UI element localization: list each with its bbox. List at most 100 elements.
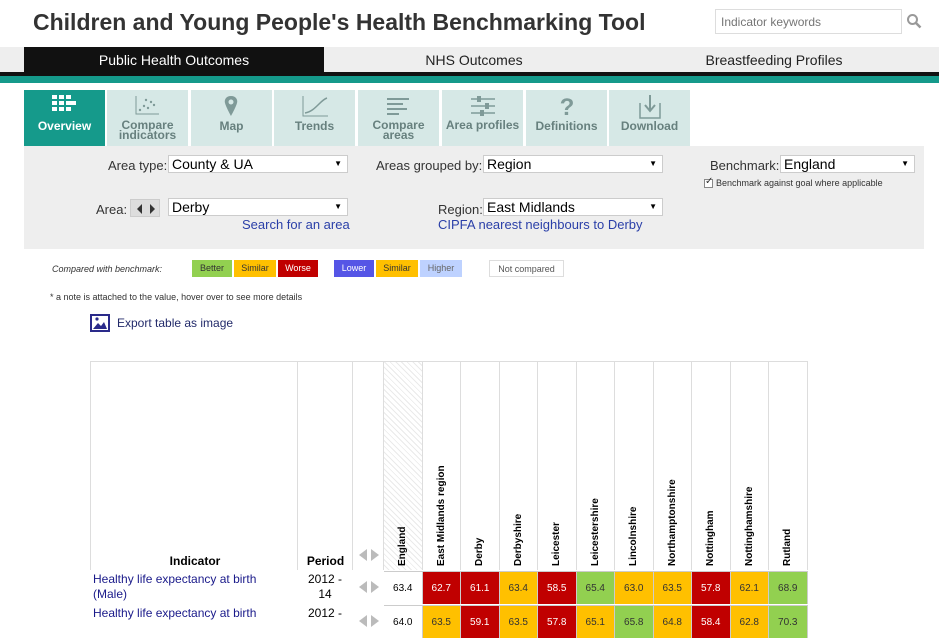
benchmark-goal-label: Benchmark against goal where applicable [716, 178, 883, 188]
benchmark-select[interactable]: England ▼ [780, 155, 915, 173]
area-type-label: Area type: [108, 158, 168, 173]
legend-worse: Worse [278, 260, 318, 277]
dropdown-arrow-icon: ▼ [649, 202, 657, 211]
tab-definitions[interactable]: ? Definitions [526, 90, 607, 146]
export-table-link[interactable]: Export table as image [117, 316, 234, 330]
value-cell[interactable]: 65.1 [576, 605, 615, 638]
tab-trends[interactable]: Trends [274, 90, 355, 146]
column-header[interactable]: Nottinghamshire [730, 361, 769, 570]
legend-label: Compared with benchmark: [52, 264, 163, 274]
download-icon [639, 95, 661, 119]
area-type-select[interactable]: County & UA ▼ [168, 155, 348, 173]
column-header[interactable]: Leicestershire [576, 361, 615, 570]
column-header[interactable]: Lincolnshire [615, 361, 654, 570]
value-cell[interactable]: 63.5 [499, 605, 538, 638]
column-header[interactable]: Leicester [538, 361, 577, 570]
period-value: 2012 - 14 [307, 572, 343, 601]
map-pin-icon [224, 96, 238, 116]
value-cell[interactable]: 62.7 [422, 571, 461, 604]
area-label: Area: [96, 202, 128, 217]
tab-label: Map [219, 119, 244, 133]
column-header[interactable]: Northamptonshire [653, 361, 692, 570]
area-type-value: County & UA [172, 156, 253, 172]
nav-accent-bar [0, 76, 939, 83]
cipfa-link[interactable]: CIPFA nearest neighbours to Derby [438, 217, 643, 232]
grouped-by-select[interactable]: Region ▼ [483, 155, 663, 173]
legend-higher: Higher [420, 260, 462, 277]
svg-text:?: ? [560, 94, 575, 120]
value-cell[interactable]: 62.8 [730, 605, 769, 638]
column-header[interactable]: England [384, 361, 423, 570]
dropdown-arrow-icon: ▼ [334, 202, 342, 211]
value-cell[interactable]: 59.1 [461, 605, 500, 638]
benchmark-label: Benchmark: [710, 158, 780, 173]
line-chart-icon [302, 96, 328, 117]
period-header-cell: Period [298, 361, 353, 570]
tab-download[interactable]: Download [609, 90, 690, 146]
scroll-left-icon[interactable] [359, 549, 367, 561]
value-cell[interactable]: 63.4 [384, 571, 423, 604]
value-cell[interactable]: 62.1 [730, 571, 769, 604]
grid-icon [52, 95, 76, 111]
indicator-name[interactable]: Healthy life expectancy at birth (Male) [93, 572, 257, 601]
column-header[interactable]: Derbyshire [499, 361, 538, 570]
value-cell[interactable]: 63.4 [499, 571, 538, 604]
benchmark-goal-checkbox[interactable] [704, 176, 713, 188]
area-select[interactable]: Derby ▼ [168, 198, 348, 216]
header: Children and Young People's Health Bench… [0, 0, 939, 46]
grouped-by-value: Region [487, 156, 532, 172]
tab-map[interactable]: Map [191, 90, 272, 146]
nav-tab-breastfeeding-profiles[interactable]: Breastfeeding Profiles [705, 52, 843, 68]
indicator-name[interactable]: Healthy life expectancy at birth [93, 606, 257, 620]
area-value: Derby [172, 199, 210, 215]
column-header-label: Derby [474, 537, 486, 566]
value-cell[interactable]: 64.0 [384, 605, 423, 638]
legend-better: Better [192, 260, 232, 277]
value-cell[interactable]: 65.4 [576, 571, 615, 604]
column-header-label: England [397, 526, 409, 566]
tab-overview[interactable]: Overview [24, 90, 105, 146]
value-cell[interactable]: 70.3 [769, 605, 808, 638]
tab-label: Overview [37, 119, 92, 133]
region-label: Region: [438, 202, 483, 217]
search-area-link[interactable]: Search for an area [242, 217, 350, 232]
value-cell[interactable]: 68.9 [769, 571, 808, 604]
tab-compare-indicators[interactable]: Compare indicators [107, 90, 188, 146]
next-arrow-icon[interactable] [150, 204, 155, 214]
scatter-icon [135, 96, 159, 115]
scroll-right-icon[interactable] [371, 549, 379, 561]
prev-arrow-icon[interactable] [137, 204, 142, 214]
column-header-label: East Midlands region [435, 465, 447, 566]
benchmark-value: England [784, 156, 836, 172]
row-arrows-icon [359, 581, 379, 593]
value-cell[interactable]: 63.5 [653, 571, 692, 604]
column-header[interactable]: East Midlands region [422, 361, 461, 570]
tab-area-profiles[interactable]: Area profiles [442, 90, 523, 146]
region-select[interactable]: East Midlands ▼ [483, 198, 663, 216]
column-header[interactable]: Rutland [769, 361, 808, 570]
value-cell[interactable]: 65.8 [615, 605, 654, 638]
value-cell[interactable]: 63.0 [615, 571, 654, 604]
value-cell[interactable]: 58.4 [692, 605, 731, 638]
value-cell[interactable]: 57.8 [538, 605, 577, 638]
value-cell[interactable]: 63.5 [422, 605, 461, 638]
image-icon[interactable] [90, 314, 110, 332]
column-header[interactable]: Nottingham [692, 361, 731, 570]
value-cell[interactable]: 58.5 [538, 571, 577, 604]
indicator-search-input[interactable] [715, 9, 902, 34]
column-header-label: Rutland [782, 528, 794, 566]
nav-divider [0, 72, 939, 76]
nav-tab-public-health-outcomes[interactable]: Public Health Outcomes [24, 47, 324, 72]
value-cell[interactable]: 64.8 [653, 605, 692, 638]
search-icon[interactable] [906, 13, 922, 29]
scroll-arrows-header [353, 361, 384, 570]
area-prev-next [130, 199, 160, 217]
row-arrows-icon [359, 615, 379, 627]
tab-label: Download [620, 119, 679, 133]
nav-tab-nhs-outcomes[interactable]: NHS Outcomes [425, 52, 523, 68]
column-header[interactable]: Derby [461, 361, 500, 570]
tab-compare-areas[interactable]: Compare areas [358, 90, 439, 146]
value-cell[interactable]: 57.8 [692, 571, 731, 604]
value-cell[interactable]: 61.1 [461, 571, 500, 604]
legend-similar: Similar [234, 260, 276, 277]
